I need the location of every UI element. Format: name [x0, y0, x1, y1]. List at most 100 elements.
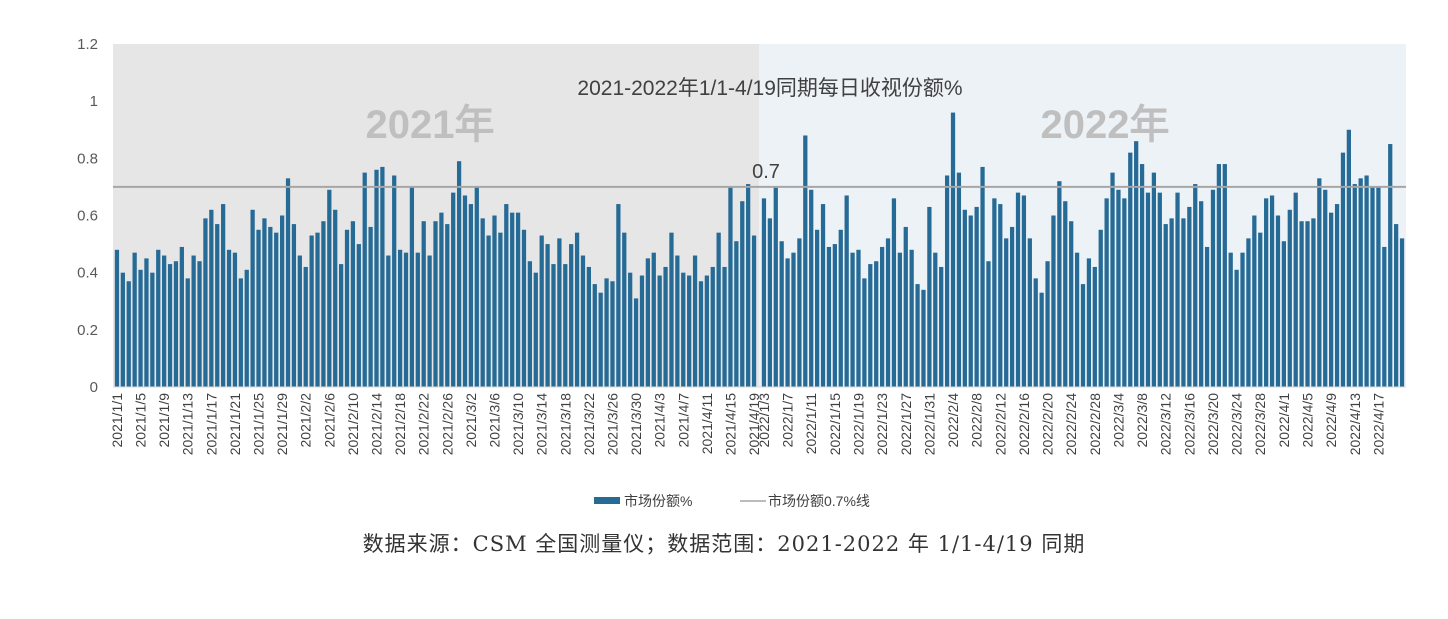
bar-2021-75 — [557, 238, 562, 387]
bar-2022-108 — [1399, 238, 1405, 387]
bar-2022-82 — [1246, 238, 1251, 387]
bar-2022-97 — [1334, 204, 1340, 387]
bar-2021-86 — [622, 232, 627, 387]
x-tick-label-2022: 2022/2/20 — [1040, 393, 1056, 455]
bar-2021-59 — [462, 195, 468, 387]
bar-2022-54 — [1080, 284, 1086, 387]
bar-2021-83 — [604, 278, 609, 387]
bar-2022-33 — [956, 172, 962, 388]
bar-2021-24 — [256, 229, 261, 387]
bar-2021-0 — [114, 249, 120, 387]
bar-2021-77 — [569, 244, 574, 387]
bar-2021-104 — [728, 186, 733, 387]
bar-2022-95 — [1323, 189, 1328, 387]
bar-2021-31 — [297, 255, 302, 387]
bar-2022-77 — [1216, 164, 1222, 387]
x-tick-label-2022: 2022/3/16 — [1181, 393, 1197, 455]
bar-2021-2 — [126, 281, 131, 387]
x-tick-label-2022: 2022/1/11 — [803, 393, 819, 454]
bar-2022-16 — [856, 249, 861, 387]
x-tick-label-2022: 2022/1/3 — [756, 393, 772, 448]
bar-2021-88 — [633, 298, 639, 387]
bar-2021-101 — [710, 266, 715, 387]
bar-2022-92 — [1305, 221, 1310, 387]
bar-2021-20 — [232, 252, 238, 387]
x-tick-label-2021: 2021/2/10 — [345, 393, 361, 455]
bar-2022-62 — [1128, 152, 1133, 387]
x-tick-label-2021: 2021/3/30 — [628, 393, 644, 455]
bar-2022-89 — [1287, 209, 1292, 387]
bar-2022-56 — [1092, 266, 1097, 387]
x-tick-label-2021: 2021/1/25 — [251, 393, 267, 455]
x-tick-label-2022: 2022/3/4 — [1110, 393, 1126, 448]
bar-2021-66 — [504, 204, 509, 387]
bar-2021-8 — [162, 255, 167, 387]
bar-2022-38 — [986, 261, 991, 387]
bar-2021-23 — [250, 209, 255, 387]
bar-2021-34 — [315, 232, 320, 387]
x-tick-label-2022: 2022/3/24 — [1229, 393, 1245, 455]
x-tick-label-2022: 2022/2/24 — [1063, 393, 1079, 455]
x-tick-label-2021: 2021/4/7 — [675, 393, 691, 448]
bar-2021-26 — [268, 226, 273, 387]
bar-2022-14 — [844, 195, 849, 387]
bar-2022-46 — [1033, 278, 1038, 387]
bar-2022-22 — [891, 198, 897, 387]
bar-2022-81 — [1240, 252, 1245, 387]
bar-2021-48 — [397, 249, 403, 387]
bar-2022-2 — [773, 186, 778, 387]
bar-2022-44 — [1021, 195, 1027, 387]
x-tick-label-2022: 2022/1/19 — [851, 393, 867, 455]
bar-2021-78 — [574, 232, 580, 387]
bar-2022-26 — [915, 284, 920, 387]
bar-2021-30 — [291, 224, 297, 387]
region-label-1: 2022年 — [1041, 103, 1170, 147]
bar-2022-30 — [939, 266, 944, 387]
bar-2022-0 — [761, 198, 767, 387]
bar-2021-99 — [698, 281, 704, 387]
bar-2021-15 — [203, 218, 208, 387]
legend: 市场份额% 市场份额0.7%线 — [594, 493, 870, 509]
bar-2022-70 — [1175, 192, 1180, 387]
x-tick-label-2022: 2022/2/8 — [969, 393, 985, 448]
bar-2022-55 — [1086, 258, 1092, 388]
y-tick-label: 1.2 — [77, 36, 98, 53]
bar-2022-47 — [1039, 292, 1044, 387]
bar-2021-45 — [380, 166, 385, 387]
bar-2022-93 — [1311, 218, 1316, 387]
bar-2022-63 — [1134, 141, 1139, 387]
x-tick-label-2021: 2021/1/21 — [227, 393, 243, 455]
x-tick-label-2021: 2021/3/22 — [581, 393, 597, 455]
chart-title: 2021-2022年1/1-4/19同期每日收视份额% — [577, 77, 962, 100]
bar-2021-50 — [409, 186, 415, 387]
bar-2022-49 — [1051, 215, 1056, 387]
bar-2021-61 — [474, 186, 479, 387]
bar-2022-99 — [1346, 129, 1351, 387]
bar-2021-46 — [386, 255, 391, 387]
bar-2021-95 — [675, 255, 680, 387]
bar-2022-66 — [1151, 172, 1157, 388]
bar-2022-31 — [944, 175, 950, 387]
bar-2021-22 — [244, 269, 249, 387]
x-tick-label-2021: 2021/1/13 — [180, 393, 196, 455]
bar-2021-42 — [362, 172, 367, 388]
bar-2022-74 — [1199, 201, 1204, 387]
bar-2022-101 — [1358, 178, 1363, 387]
bar-2022-73 — [1193, 184, 1198, 387]
bar-2021-105 — [734, 241, 739, 387]
bar-2022-21 — [885, 238, 891, 387]
x-tick-label-2021: 2021/1/9 — [156, 393, 172, 448]
y-tick-label: 0 — [90, 379, 98, 396]
bar-2021-16 — [209, 209, 214, 387]
x-tick-label-2021: 2021/1/1 — [109, 393, 125, 448]
bar-2021-9 — [167, 264, 173, 387]
bar-2022-104 — [1376, 186, 1381, 387]
bar-2021-96 — [681, 272, 686, 387]
x-tick-label-2021: 2021/2/22 — [416, 393, 432, 455]
bar-2021-56 — [445, 224, 450, 387]
bar-2022-86 — [1269, 195, 1275, 387]
bar-2022-100 — [1352, 184, 1357, 387]
x-tick-label-2022: 2022/3/12 — [1158, 393, 1174, 455]
region-label-0: 2021年 — [366, 103, 495, 147]
